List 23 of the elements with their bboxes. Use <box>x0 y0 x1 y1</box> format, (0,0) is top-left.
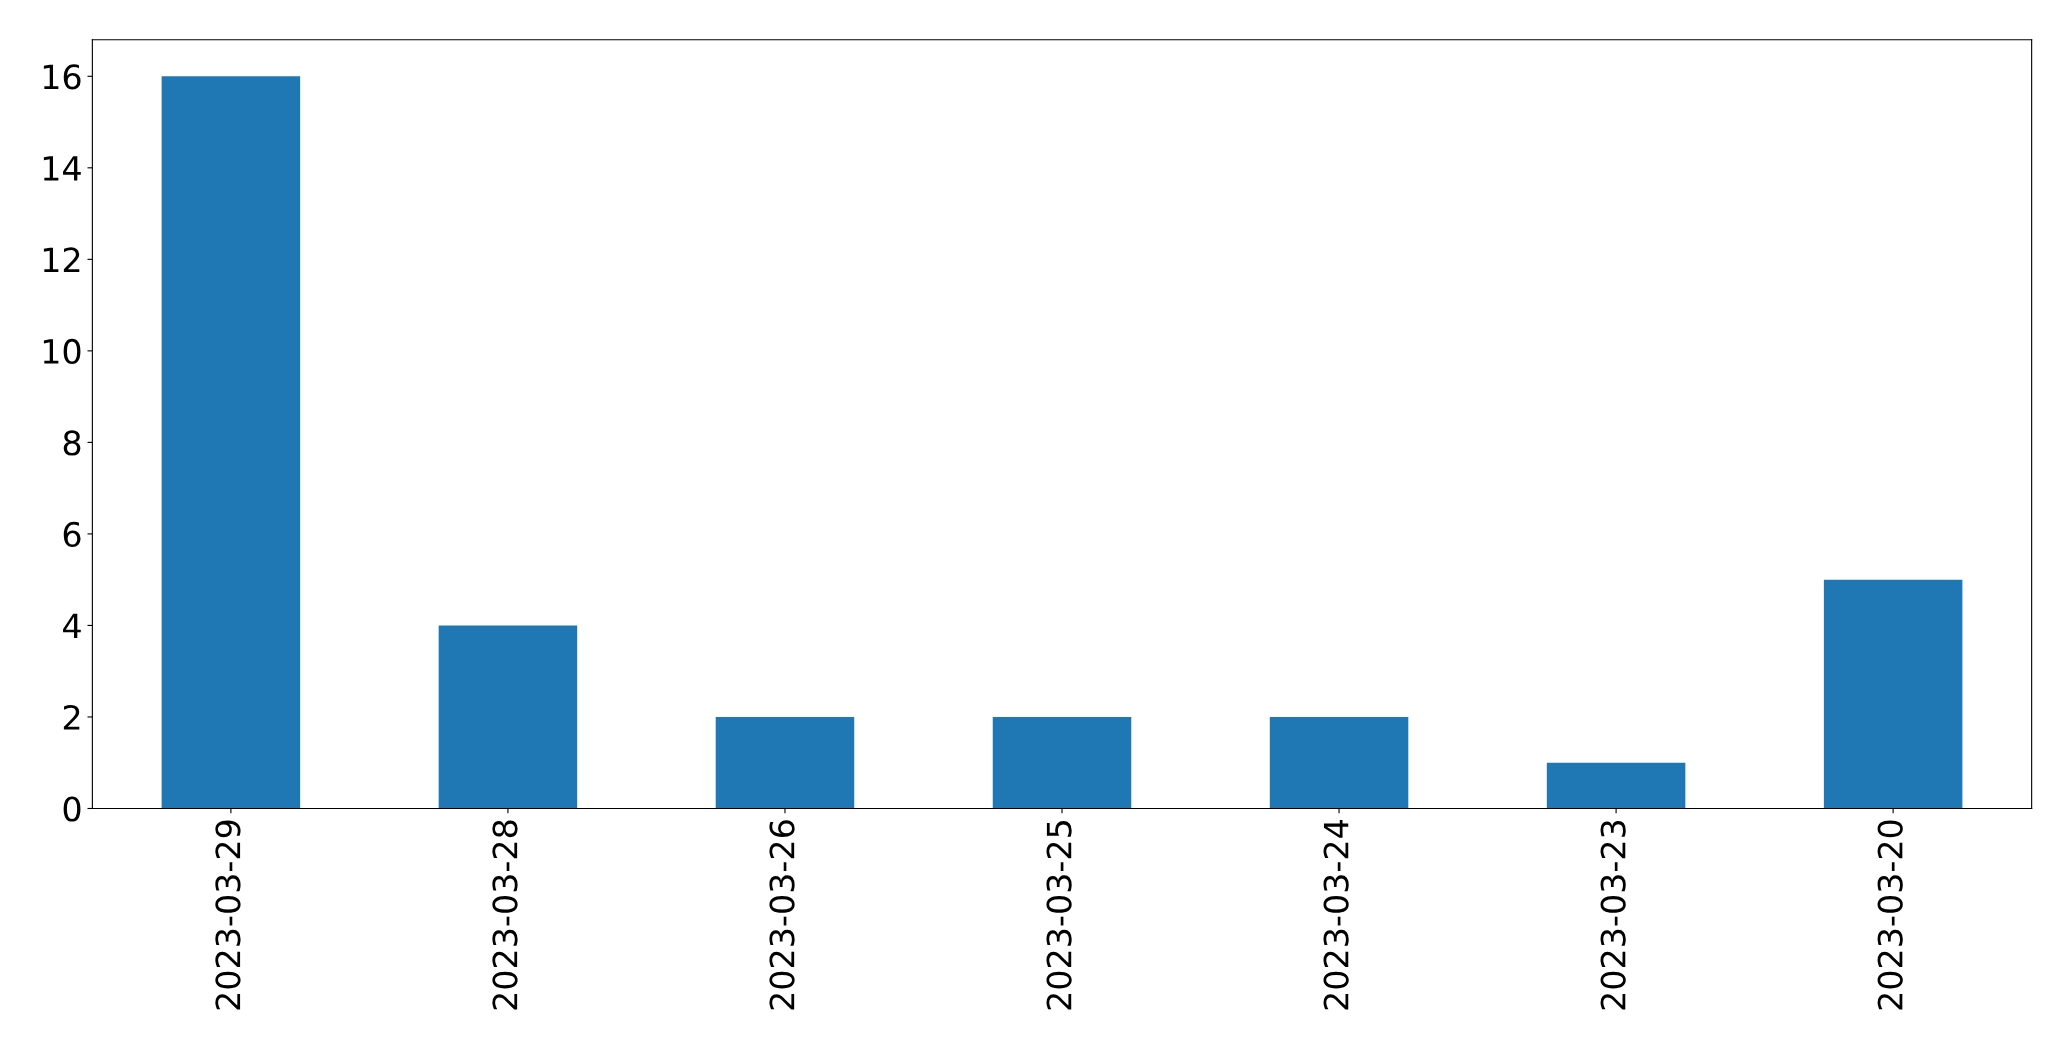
y-tick-label: 10 <box>43 338 81 364</box>
bar <box>161 76 301 809</box>
bar <box>1269 716 1409 809</box>
y-tick-label: 14 <box>43 156 81 181</box>
bar <box>438 625 578 809</box>
bar <box>1546 762 1686 809</box>
x-tick-label: 2023-03-26 <box>769 820 795 1010</box>
x-tick-label: 2023-03-24 <box>1323 820 1349 1010</box>
y-tick-label: 12 <box>43 247 80 272</box>
x-tick-label: 2023-03-20 <box>1877 820 1903 1010</box>
bar <box>1823 579 1963 809</box>
bar <box>715 716 855 809</box>
y-tick-label: 2 <box>63 704 80 730</box>
x-tick-label: 2023-03-23 <box>1600 820 1626 1010</box>
y-tick-label: 0 <box>63 796 81 822</box>
x-tick-label: 2023-03-28 <box>492 820 518 1010</box>
y-tick-label: 8 <box>63 430 81 456</box>
x-tick-label: 2023-03-25 <box>1046 821 1072 1010</box>
y-tick-label: 16 <box>43 64 81 90</box>
bar <box>992 716 1132 809</box>
y-tick-label: 6 <box>63 521 81 548</box>
y-tick-label: 4 <box>63 613 81 639</box>
x-tick-label: 2023-03-29 <box>215 820 241 1010</box>
